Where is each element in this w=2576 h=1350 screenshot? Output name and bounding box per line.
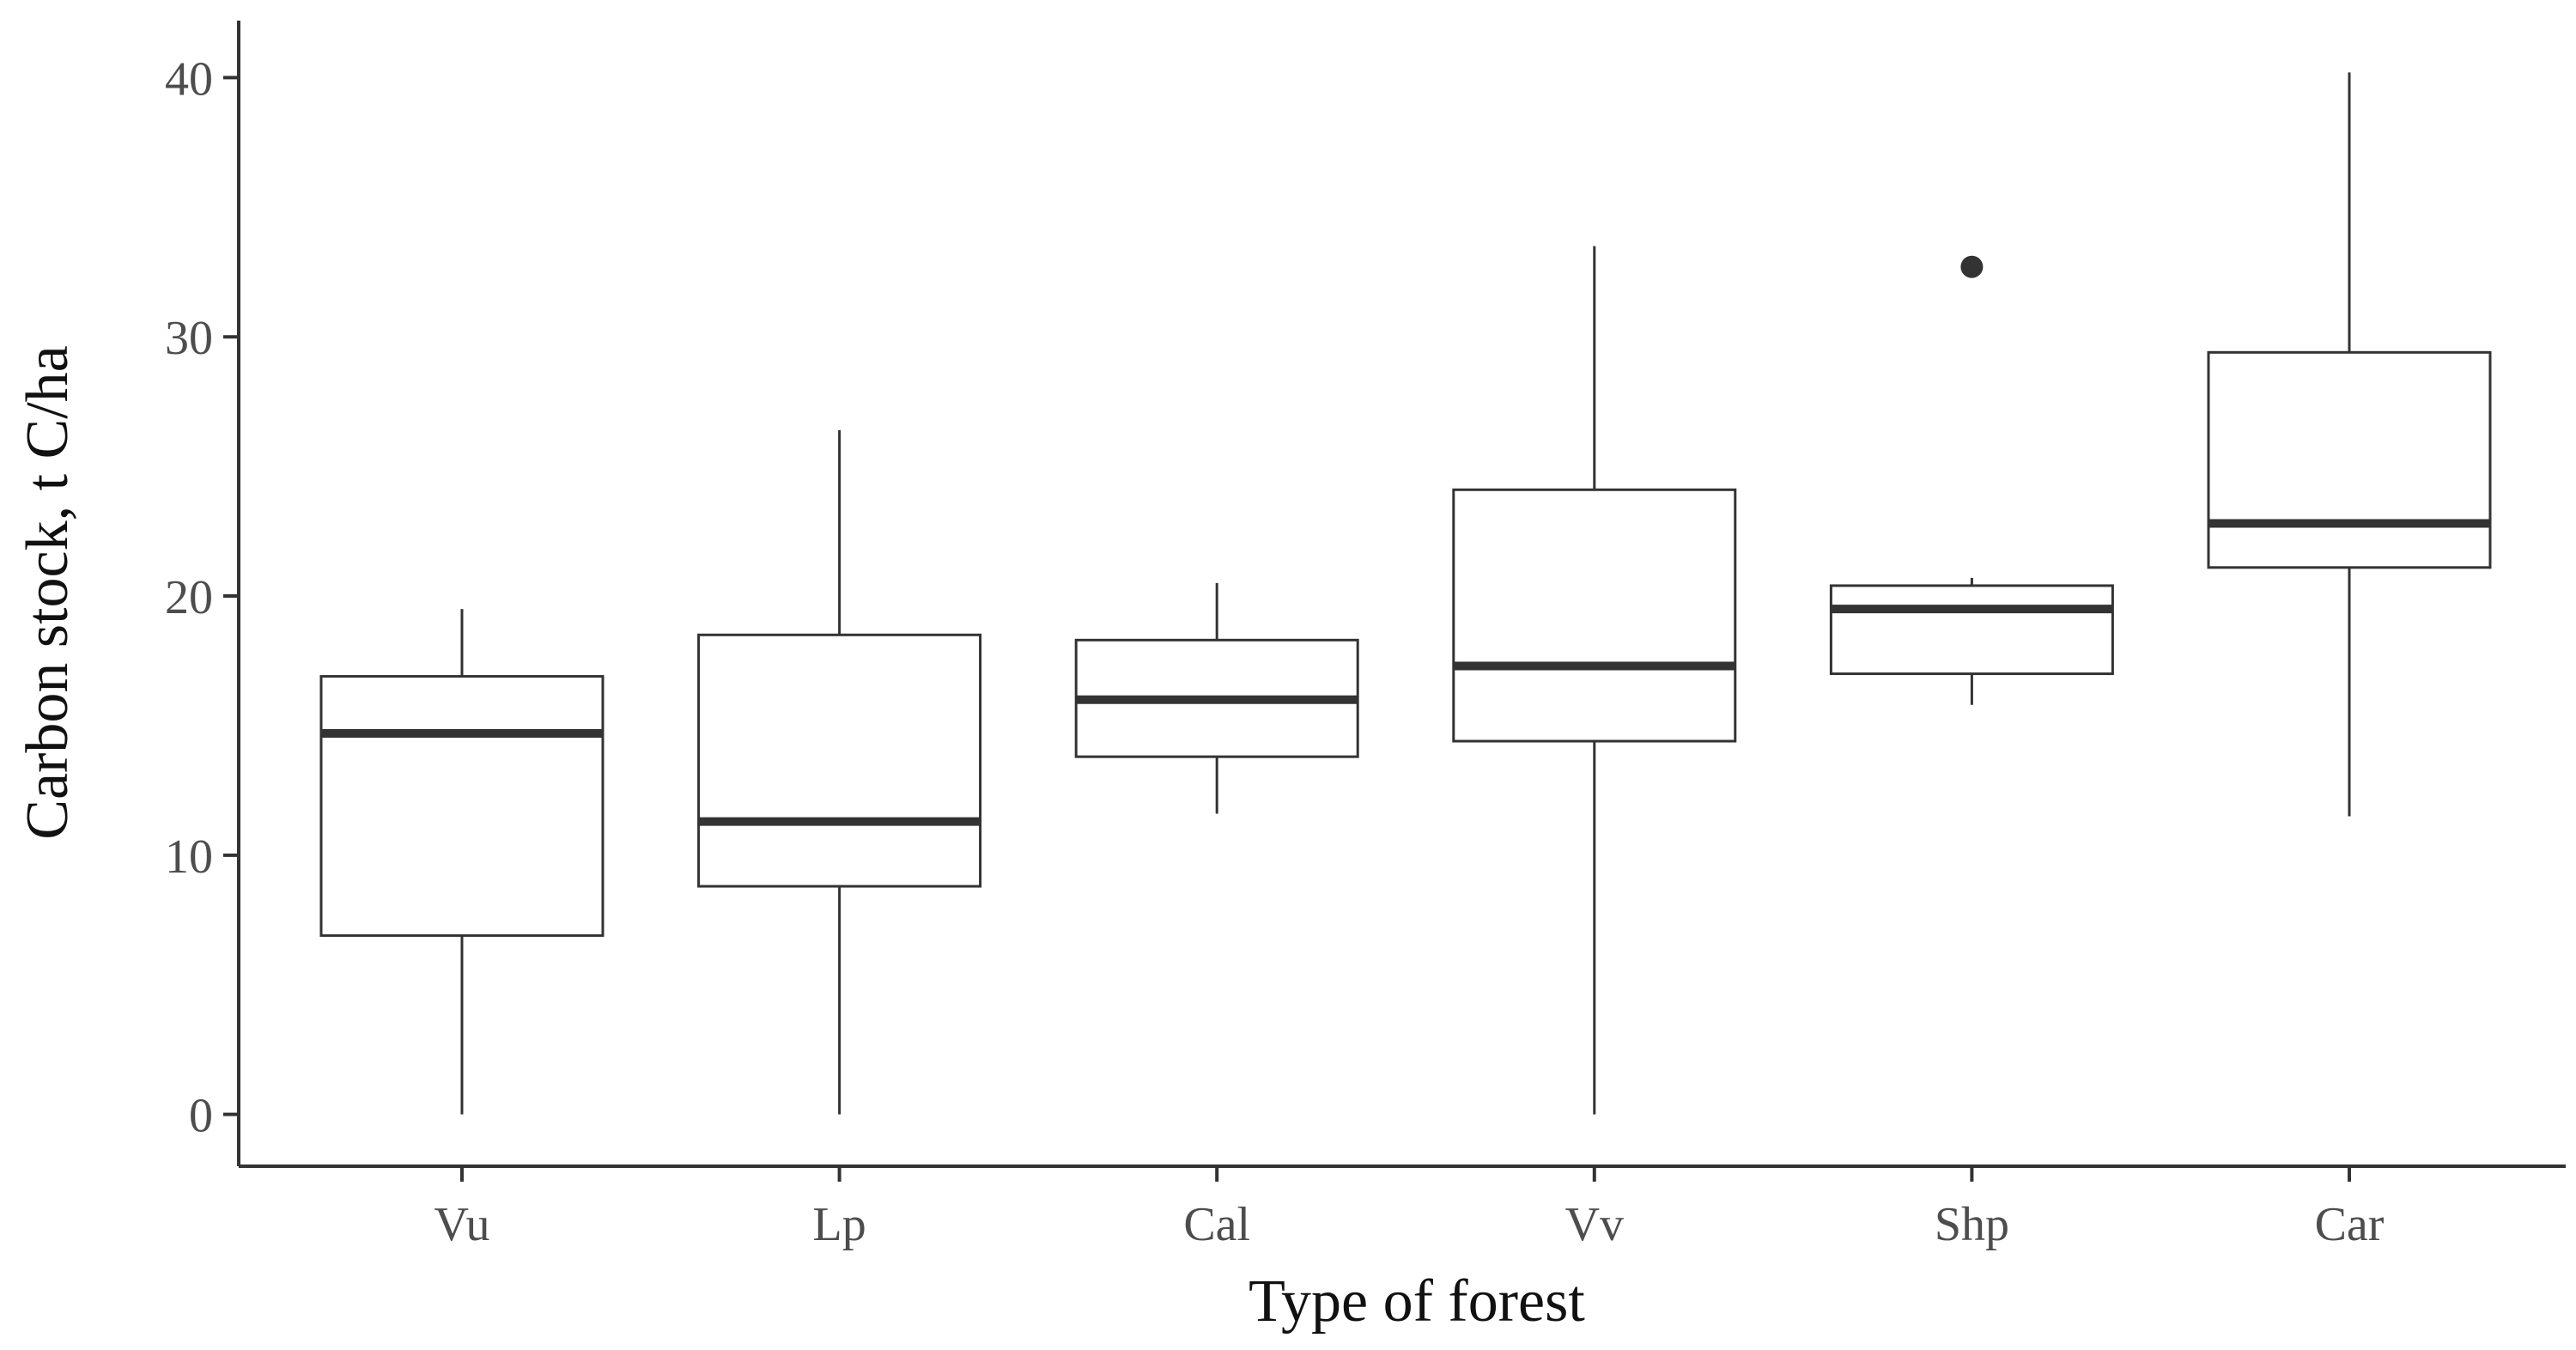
box: [1452, 488, 1737, 743]
box-group-cal: [1074, 582, 1359, 814]
box-group-car: [2207, 72, 2492, 817]
box-group-shp: [1829, 255, 2114, 705]
plot-layer: 0 10 20 30 40 Vu Lp Cal Vv Shp Car: [165, 52, 2492, 1251]
outlier-point: [1960, 255, 1984, 278]
x-tick-label-car: Car: [2315, 1198, 2385, 1251]
box: [319, 675, 605, 937]
x-axis-title: Type of forest: [1249, 1268, 1585, 1335]
box-group-lp: [697, 429, 982, 1115]
x-tick-label-vv: Vv: [1565, 1198, 1624, 1251]
box: [2207, 350, 2492, 569]
y-tick-label: 40: [165, 52, 213, 106]
box-group-vu: [319, 609, 605, 1115]
x-tick-label-shp: Shp: [1935, 1198, 2009, 1251]
y-tick-label: 20: [165, 571, 213, 624]
x-tick-label-vu: Vu: [434, 1198, 489, 1251]
y-tick-label: 30: [165, 312, 213, 365]
box: [697, 633, 982, 888]
y-tick-label: 10: [165, 830, 213, 884]
y-axis-title: Carbon stock, t C/ha: [15, 345, 81, 839]
x-tick-label-cal: Cal: [1183, 1198, 1250, 1251]
box: [1829, 584, 2114, 676]
y-tick-label: 0: [189, 1090, 213, 1143]
box-group-vv: [1452, 246, 1737, 1115]
x-tick-label-lp: Lp: [812, 1198, 866, 1251]
